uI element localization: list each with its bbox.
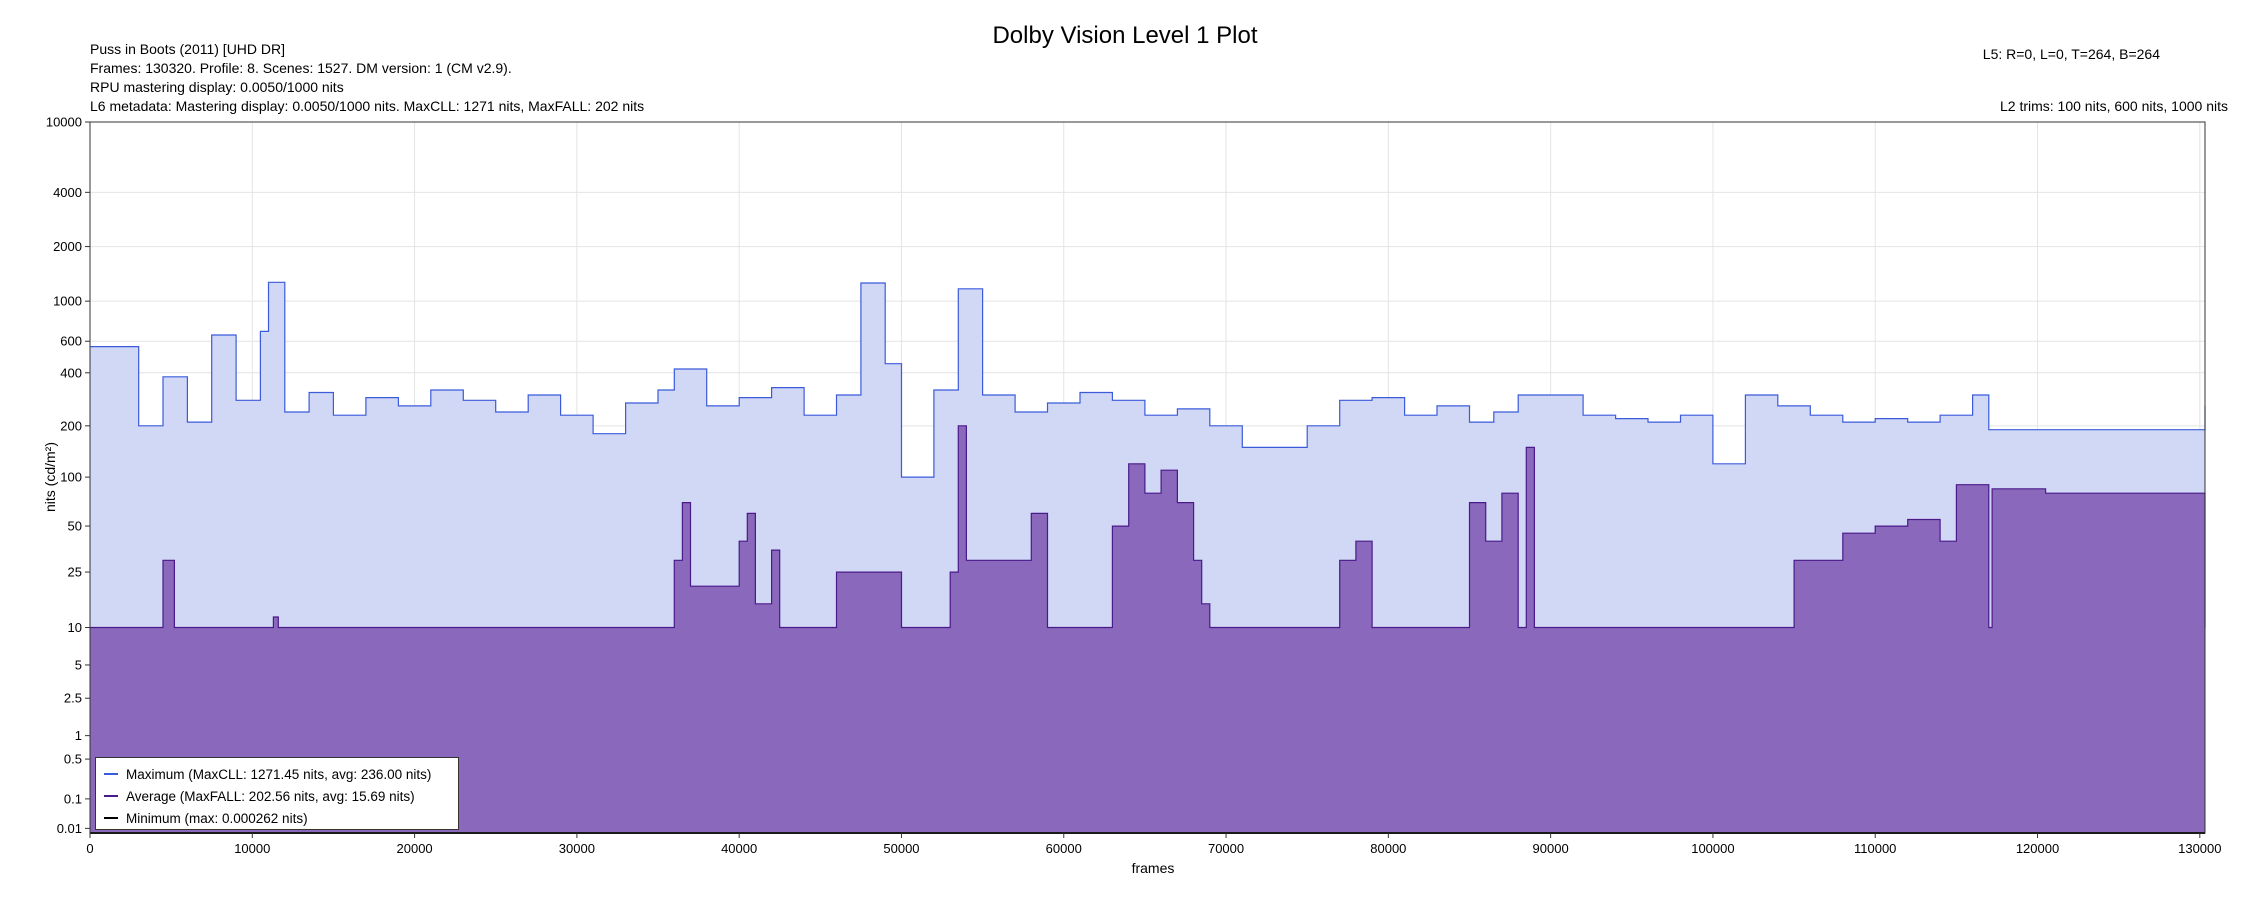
y-tick-label: 10000 (46, 115, 82, 130)
series-average-line (90, 425, 2206, 629)
y-tick-label: 0.1 (64, 791, 82, 806)
x-tick-label: 10000 (234, 841, 270, 856)
y-tick-label: 200 (60, 418, 82, 433)
legend-item-average: Average (MaxFALL: 202.56 nits, avg: 15.6… (104, 785, 450, 807)
info-l2-trims: L2 trims: 100 nits, 600 nits, 1000 nits (1999, 98, 2228, 114)
series-average-area (90, 425, 2205, 833)
legend-label-average: Average (MaxFALL: 202.56 nits, avg: 15.6… (126, 788, 415, 804)
legend-label-maximum: Maximum (MaxCLL: 1271.45 nits, avg: 236.… (126, 766, 432, 782)
y-tick-label: 1 (75, 728, 82, 743)
info-line-frames: Frames: 130320. Profile: 8. Scenes: 1527… (90, 60, 512, 76)
y-tick-label: 100 (60, 470, 82, 485)
x-tick-label: 90000 (1533, 841, 1569, 856)
x-tick-label: 0 (86, 841, 93, 856)
y-tick-label: 1000 (53, 294, 82, 309)
y-tick-label: 10 (68, 620, 82, 635)
x-tick-label: 60000 (1046, 841, 1082, 856)
x-tick-label: 40000 (721, 841, 757, 856)
series-maximum-line (90, 281, 2206, 478)
x-axis-label: frames (1132, 860, 1175, 876)
info-line-title: Puss in Boots (2011) [UHD DR] (90, 41, 286, 57)
y-tick-label: 2000 (53, 239, 82, 254)
x-tick-label: 70000 (1208, 841, 1244, 856)
y-tick-label: 0.01 (57, 821, 82, 836)
axis-ticks: 0 10000 20000 30000 40000 50000 60000 70000 8000… (46, 115, 2222, 857)
x-tick-label: 80000 (1370, 841, 1406, 856)
legend-swatch-maximum (104, 773, 118, 775)
chart-title: Dolby Vision Level 1 Plot (992, 22, 1258, 49)
legend-swatch-average (104, 795, 118, 797)
series-layer (90, 281, 2206, 834)
info-line-rpu: RPU mastering display: 0.0050/1000 nits (90, 79, 344, 95)
y-tick-label: 400 (60, 365, 82, 380)
info-line-l6: L6 metadata: Mastering display: 0.0050/1… (90, 98, 645, 114)
x-tick-label: 120000 (2016, 841, 2059, 856)
y-tick-label: 600 (60, 334, 82, 349)
x-tick-label: 50000 (883, 841, 919, 856)
y-axis-label: nits (cd/m²) (42, 442, 58, 512)
y-tick-label: 2.5 (64, 691, 82, 706)
y-tick-label: 0.5 (64, 752, 82, 767)
legend: Maximum (MaxCLL: 1271.45 nits, avg: 236.… (95, 757, 459, 830)
legend-label-minimum: Minimum (max: 0.000262 nits) (126, 810, 308, 826)
info-l5: L5: R=0, L=0, T=264, B=264 (1982, 46, 2160, 62)
x-tick-label: 20000 (397, 841, 433, 856)
legend-item-maximum: Maximum (MaxCLL: 1271.45 nits, avg: 236.… (104, 763, 450, 785)
y-tick-label: 5 (75, 657, 82, 672)
y-tick-label: 4000 (53, 185, 82, 200)
legend-swatch-minimum (104, 817, 118, 819)
y-tick-label: 25 (68, 565, 82, 580)
x-tick-label: 100000 (1691, 841, 1734, 856)
legend-item-minimum: Minimum (max: 0.000262 nits) (104, 807, 450, 829)
x-tick-label: 30000 (559, 841, 595, 856)
info-block-left: Puss in Boots (2011) [UHD DR] Frames: 13… (90, 40, 644, 116)
x-tick-label: 110000 (1854, 841, 1896, 856)
x-tick-label: 130000 (2178, 841, 2221, 856)
y-tick-label: 50 (68, 519, 82, 534)
